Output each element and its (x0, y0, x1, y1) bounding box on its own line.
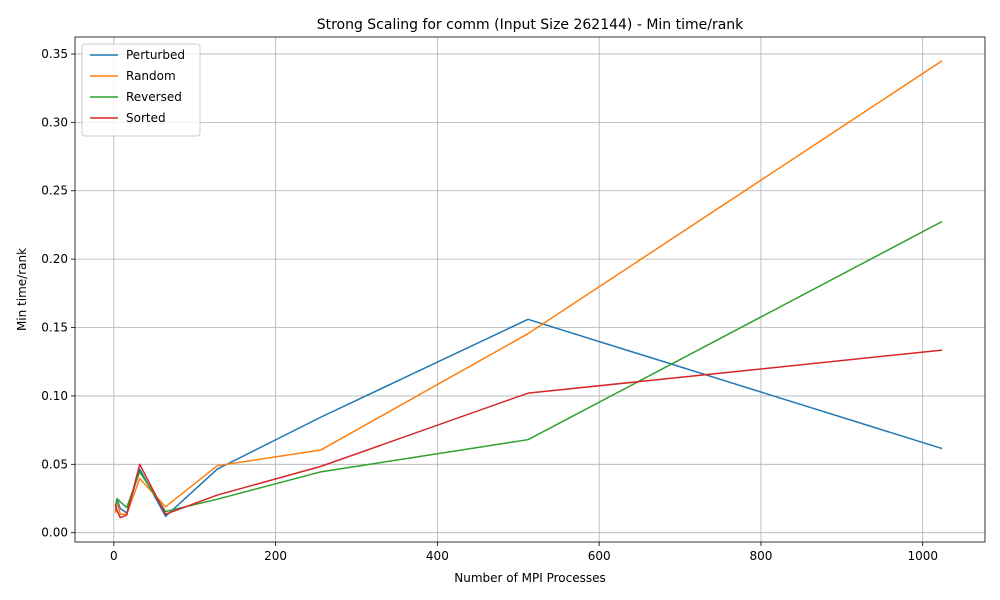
x-tick-label: 600 (588, 549, 611, 563)
x-tick-label: 200 (264, 549, 287, 563)
plot-frame (74, 36, 986, 543)
legend-label: Sorted (126, 111, 166, 125)
x-tick-label: 400 (426, 549, 449, 563)
series-line-reversed (114, 220, 943, 513)
legend-label: Perturbed (126, 48, 185, 62)
legend-box (81, 43, 201, 137)
x-tick-label: 0 (110, 549, 118, 563)
y-tick-label: 0.20 (41, 252, 68, 266)
y-tick-label: 0.15 (41, 321, 68, 335)
y-tick-label: 0.35 (41, 47, 68, 61)
legend-label: Random (126, 69, 176, 83)
x-tick-label: 1000 (907, 549, 938, 563)
y-tick-label: 0.10 (41, 389, 68, 403)
y-axis-ticks: 0.00 0.05 0.10 0.15 0.20 0.25 0.30 0.35 (41, 47, 75, 540)
x-tick-label: 800 (749, 549, 772, 563)
series-line-sorted (114, 349, 943, 519)
x-axis-label: Number of MPI Processes (454, 571, 606, 585)
y-tick-label: 0.05 (41, 457, 68, 471)
legend: Perturbed Random Reversed Sorted (81, 43, 201, 137)
y-tick-label: 0.25 (41, 184, 68, 198)
series-lines (114, 60, 943, 519)
y-tick-label: 0.00 (41, 526, 68, 540)
y-tick-label: 0.30 (41, 115, 68, 129)
legend-label: Reversed (126, 90, 182, 104)
chart-title: Strong Scaling for comm (Input Size 2621… (317, 17, 744, 33)
x-axis-ticks: 0 200 400 600 800 1000 (110, 542, 938, 563)
y-axis-label: Min time/rank (15, 248, 29, 331)
